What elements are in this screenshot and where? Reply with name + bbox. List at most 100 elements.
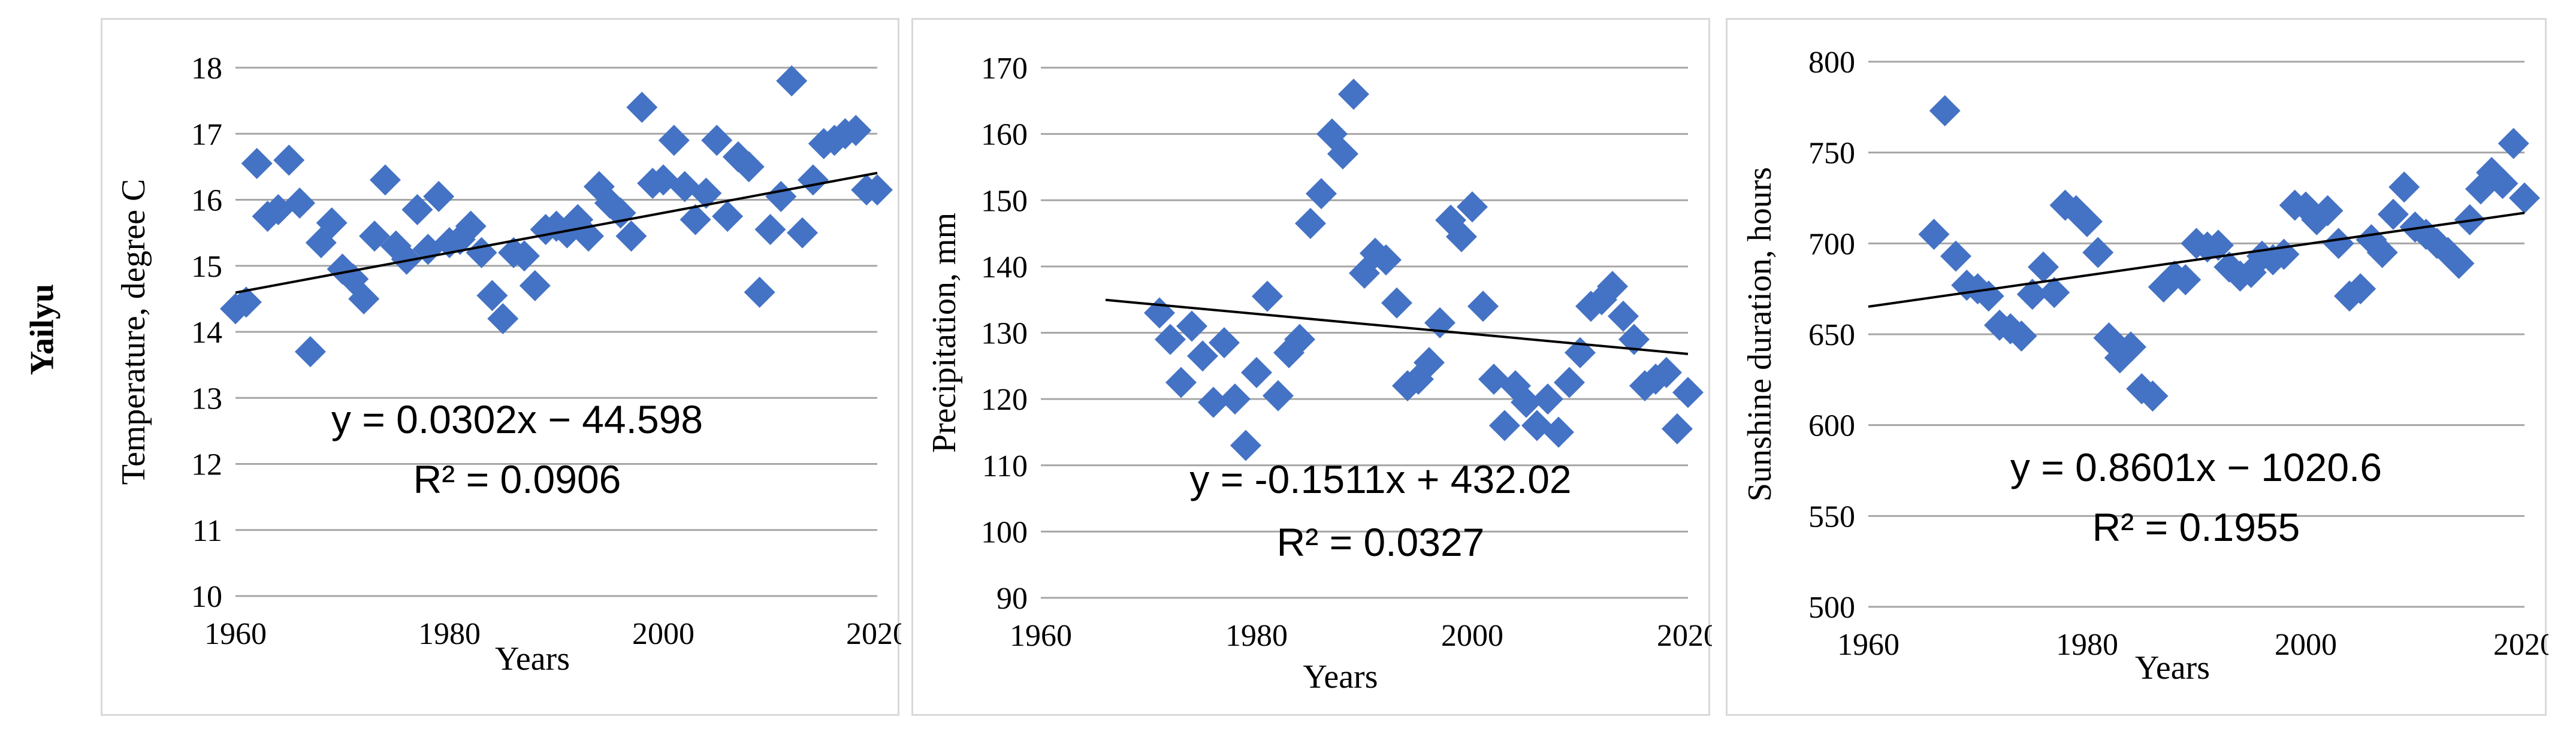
data-point: [369, 164, 401, 196]
data-point: [2378, 198, 2409, 230]
x-tick-label: 1980: [1225, 619, 1288, 653]
data-point: [1284, 323, 1315, 355]
trendline: [1105, 298, 1689, 355]
y-tick-label: 600: [1808, 409, 1855, 443]
data-point: [1295, 207, 1326, 239]
data-point: [840, 114, 872, 146]
data-point: [2115, 331, 2146, 363]
y-tick-label: 170: [981, 52, 1028, 86]
data-point: [1263, 380, 1294, 412]
y-tick-label: 15: [191, 250, 222, 284]
x-tick-label: 1980: [418, 617, 481, 651]
data-point: [1338, 78, 1369, 110]
trendline: [235, 171, 878, 294]
trendline-equation: y = -0.1511x + 432.02: [1189, 457, 1571, 501]
trendline: [1868, 211, 2525, 308]
data-point: [241, 147, 273, 179]
data-point: [1672, 377, 1704, 409]
data-point: [1554, 367, 1585, 398]
r-squared-label: R² = 0.0327: [1277, 520, 1485, 564]
row-label: Yailyu: [12, 240, 72, 419]
r-squared-label: R² = 0.1955: [2092, 505, 2300, 549]
data-point: [1424, 307, 1455, 338]
data-point: [744, 276, 775, 308]
data-point: [1532, 383, 1563, 415]
y-tick-label: 18: [191, 52, 222, 86]
data-point: [2487, 168, 2518, 199]
y-axis-title: Precipitation, mm: [926, 213, 963, 453]
data-point: [2028, 251, 2059, 283]
y-axis-title: Temperature, degree C: [115, 179, 152, 485]
x-tick-label: 1960: [204, 617, 267, 651]
data-point: [1457, 191, 1488, 223]
data-point: [1327, 138, 1358, 170]
y-tick-label: 160: [981, 118, 1028, 152]
data-point: [1230, 430, 1261, 461]
data-point: [797, 164, 829, 196]
y-tick-label: 110: [982, 449, 1028, 483]
data-point: [348, 283, 380, 314]
data-point: [605, 197, 636, 229]
r-squared-label: R² = 0.0906: [413, 457, 621, 501]
x-tick-label: 2000: [1441, 619, 1503, 653]
data-point: [2312, 195, 2344, 226]
data-point: [1381, 287, 1412, 319]
data-point: [391, 243, 422, 275]
data-point: [1252, 280, 1283, 312]
y-tick-label: 14: [191, 316, 222, 350]
data-point: [1446, 221, 1477, 253]
y-tick-label: 11: [192, 514, 222, 548]
data-point: [1929, 95, 1961, 126]
data-point: [1155, 323, 1186, 355]
data-point: [2498, 128, 2529, 159]
data-point: [680, 204, 711, 235]
data-point: [1187, 340, 1218, 372]
data-point: [1543, 416, 1574, 448]
data-point: [2170, 264, 2201, 295]
data-point: [2388, 171, 2420, 203]
data-point: [423, 180, 455, 212]
data-point: [2443, 247, 2475, 279]
data-point: [658, 125, 690, 156]
precipitation-chart-panel: 90 100 110 120 130 140 150 160 170 1960 1980 2000 20…: [911, 18, 1712, 716]
data-point: [401, 194, 433, 226]
data-point: [1918, 219, 1950, 250]
sunshine-chart-panel: 500 550 600 650 700 750 800 1960 1980 2000 2020 Yea…: [1726, 18, 2548, 716]
y-tick-label: 650: [1808, 318, 1855, 352]
x-tick-label: 2020: [1657, 619, 1712, 653]
data-point: [2039, 277, 2070, 309]
data-point: [1414, 347, 1445, 379]
data-point: [1370, 244, 1402, 276]
data-point: [776, 65, 808, 97]
data-point: [273, 144, 305, 176]
data-point: [284, 187, 316, 219]
x-tick-label: 1960: [1010, 619, 1072, 653]
y-tick-label: 10: [191, 580, 222, 614]
data-point: [701, 125, 733, 156]
data-point: [1511, 386, 1542, 418]
data-point: [455, 210, 487, 242]
y-tick-label: 13: [191, 382, 222, 416]
data-point: [230, 286, 262, 318]
x-axis-title: Years: [2135, 649, 2210, 686]
data-point: [1165, 367, 1197, 398]
y-tick-label: 100: [981, 515, 1028, 549]
data-point: [1241, 356, 1272, 388]
data-point: [1565, 337, 1596, 368]
x-axis-title: Years: [495, 640, 570, 678]
data-point: [2203, 229, 2234, 261]
data-point: [316, 207, 348, 239]
sunshine-chart: 500 550 600 650 700 750 800 1960 1980 2000 2020 Yea…: [1741, 46, 2548, 686]
data-point: [1209, 327, 1240, 359]
y-tick-label: 16: [191, 184, 222, 218]
x-tick-label: 1960: [1837, 628, 1899, 662]
trendline-equation: y = 0.0302x − 44.598: [331, 397, 703, 441]
data-point: [1608, 300, 1639, 332]
temperature-chart-panel: 10 11 12 13 14 15 16 17 18 1960 1980 2000 2020 Years T…: [101, 18, 901, 716]
data-point: [2366, 237, 2398, 268]
data-point: [690, 177, 722, 209]
data-point: [2137, 380, 2169, 412]
data-point: [359, 220, 391, 252]
x-tick-label: 2020: [846, 617, 901, 651]
data-point: [1306, 178, 1337, 210]
